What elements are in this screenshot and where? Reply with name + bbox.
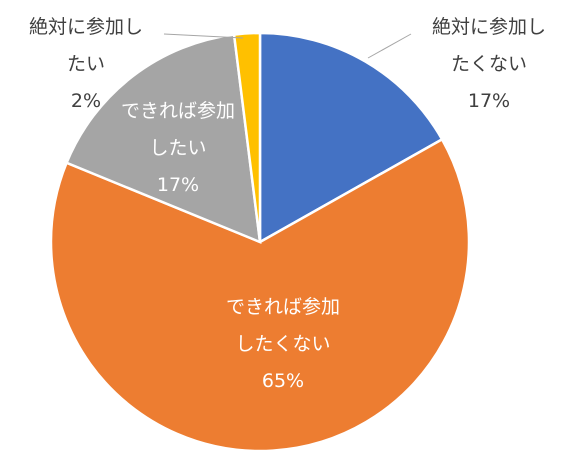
slice-1-label-line-2: たくない — [451, 53, 527, 75]
slice-2-label-line-1: できれば参加 — [226, 296, 340, 318]
leader-line-4 — [163, 33, 244, 39]
leader-line-1 — [367, 33, 412, 59]
slice-1-label-line-1: 絶対に参加し — [432, 16, 546, 38]
pie-slice-3 — [64, 33, 262, 244]
slice-2-label-line-2: したくない — [235, 333, 330, 355]
pie-slice-1 — [258, 31, 444, 245]
leader-lines — [163, 33, 412, 59]
data-labels: 絶対に参加したくない17%できれば参加したくない65%できれば参加したい17%絶… — [29, 16, 546, 392]
slice-2-percent-label: 65% — [262, 370, 304, 392]
pie-slices — [49, 31, 471, 453]
pie-slice-2 — [49, 137, 471, 453]
pie-slice-4 — [232, 31, 262, 243]
slice-4-percent-label: 2% — [71, 90, 101, 112]
slice-3-label-line-2: したい — [149, 137, 206, 159]
slice-4-label-line-2: たい — [67, 53, 105, 75]
slice-1-percent-label: 17% — [468, 90, 510, 112]
slice-3-percent-label: 17% — [157, 174, 199, 196]
slice-4-label-line-1: 絶対に参加し — [29, 16, 143, 38]
slice-3-label-line-1: できれば参加 — [121, 100, 235, 122]
